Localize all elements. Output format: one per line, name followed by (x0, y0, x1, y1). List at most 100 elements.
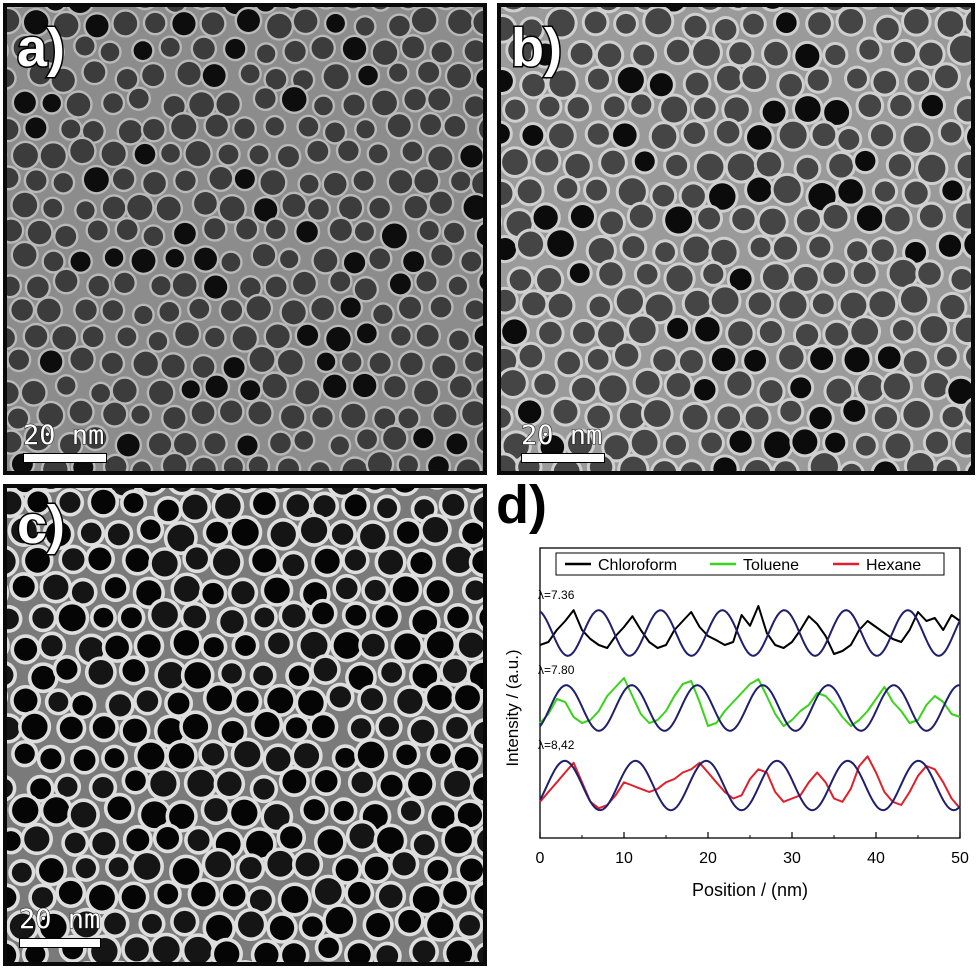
particle-core (295, 380, 320, 405)
particle-core (175, 170, 196, 191)
particle-core (449, 376, 472, 398)
particle-shell (969, 292, 971, 307)
particle-core (369, 488, 381, 490)
particle-core (395, 488, 415, 493)
particle-core (479, 609, 483, 627)
particle-core (747, 125, 772, 150)
particle-core (88, 547, 112, 571)
particle-core (925, 431, 949, 454)
particle-core (25, 944, 46, 962)
particle-core (7, 779, 13, 798)
particle-core (824, 99, 850, 125)
particle-core (709, 183, 736, 210)
particle-core (27, 220, 52, 245)
particle-core (143, 226, 164, 247)
particle-shell (861, 7, 878, 10)
particle-core (903, 125, 931, 153)
particle-core (693, 39, 720, 66)
particle-core (747, 177, 772, 202)
particle-core (82, 326, 104, 348)
particle-core (427, 911, 454, 939)
particle-core (300, 517, 328, 544)
particle-core (185, 547, 208, 570)
particle-core (843, 399, 866, 422)
particle-core (32, 607, 54, 629)
particle-core (343, 252, 366, 274)
particle-core (308, 199, 329, 220)
particle-core (539, 321, 562, 345)
particle-shell (371, 7, 391, 12)
particle-core (456, 459, 480, 471)
particle-core (246, 296, 271, 321)
particle-core (444, 116, 466, 137)
particle-core (949, 35, 971, 63)
particle-core (455, 685, 480, 711)
particle-core (112, 378, 137, 403)
particle-core (570, 205, 594, 229)
particle-core (431, 805, 455, 829)
particle-core (903, 400, 931, 428)
particle-core (679, 350, 703, 373)
particle-core (41, 41, 63, 63)
particle-core (7, 328, 15, 348)
particle-core (847, 68, 867, 89)
particle-core (117, 327, 137, 347)
particle-core (24, 826, 50, 852)
particle-core (329, 218, 352, 241)
particle-core (173, 488, 192, 492)
particle-core (378, 716, 400, 737)
particle-core (257, 44, 276, 63)
particle-core (253, 492, 276, 515)
particle-core (265, 117, 284, 136)
particle-core (215, 493, 241, 519)
particle-shell (305, 488, 325, 492)
particle-core (330, 271, 351, 292)
particle-core (323, 172, 347, 196)
particle-core (501, 238, 517, 261)
particle-shell (728, 7, 748, 11)
particle-core (460, 145, 483, 168)
particle-core (163, 407, 186, 430)
particle-core (7, 8, 20, 33)
particle-core (369, 352, 391, 374)
particle-core (150, 770, 177, 797)
particle-core (873, 461, 898, 471)
particle-core (297, 324, 319, 346)
particle-core (39, 858, 64, 883)
particle-core (402, 36, 424, 59)
lambda-label: λ=7.80 (538, 663, 575, 677)
particle-core (427, 859, 449, 881)
particle-core (313, 657, 338, 682)
particle-core (105, 456, 127, 471)
particle-core (744, 349, 767, 372)
particle-core (335, 577, 358, 600)
particle-core (167, 524, 195, 552)
particle-core (380, 774, 403, 797)
particle-core (335, 858, 359, 882)
particle-core (316, 352, 336, 371)
particle-core (414, 169, 439, 193)
particle-core (454, 746, 479, 771)
particle-core (73, 911, 100, 938)
particle-core (221, 663, 242, 684)
particle-core (693, 97, 716, 120)
particle-core (69, 7, 91, 13)
particle-core (696, 153, 724, 181)
particle-core (631, 94, 652, 115)
particle-core (55, 269, 78, 293)
particle-core (267, 687, 294, 714)
particle-core (270, 521, 296, 547)
scale-bar-label-a: 20 nm (22, 420, 105, 451)
particle-core (183, 605, 207, 629)
particle-core (464, 40, 483, 62)
particle-core (445, 546, 473, 574)
particle-core (295, 852, 320, 877)
particle-core (462, 401, 483, 426)
particle-core (502, 149, 528, 176)
particle-core (202, 64, 226, 87)
particle-core (951, 268, 971, 290)
particle-core (255, 88, 276, 109)
particle-core (636, 263, 658, 285)
particle-core (742, 65, 767, 90)
particle-shell (429, 488, 444, 490)
